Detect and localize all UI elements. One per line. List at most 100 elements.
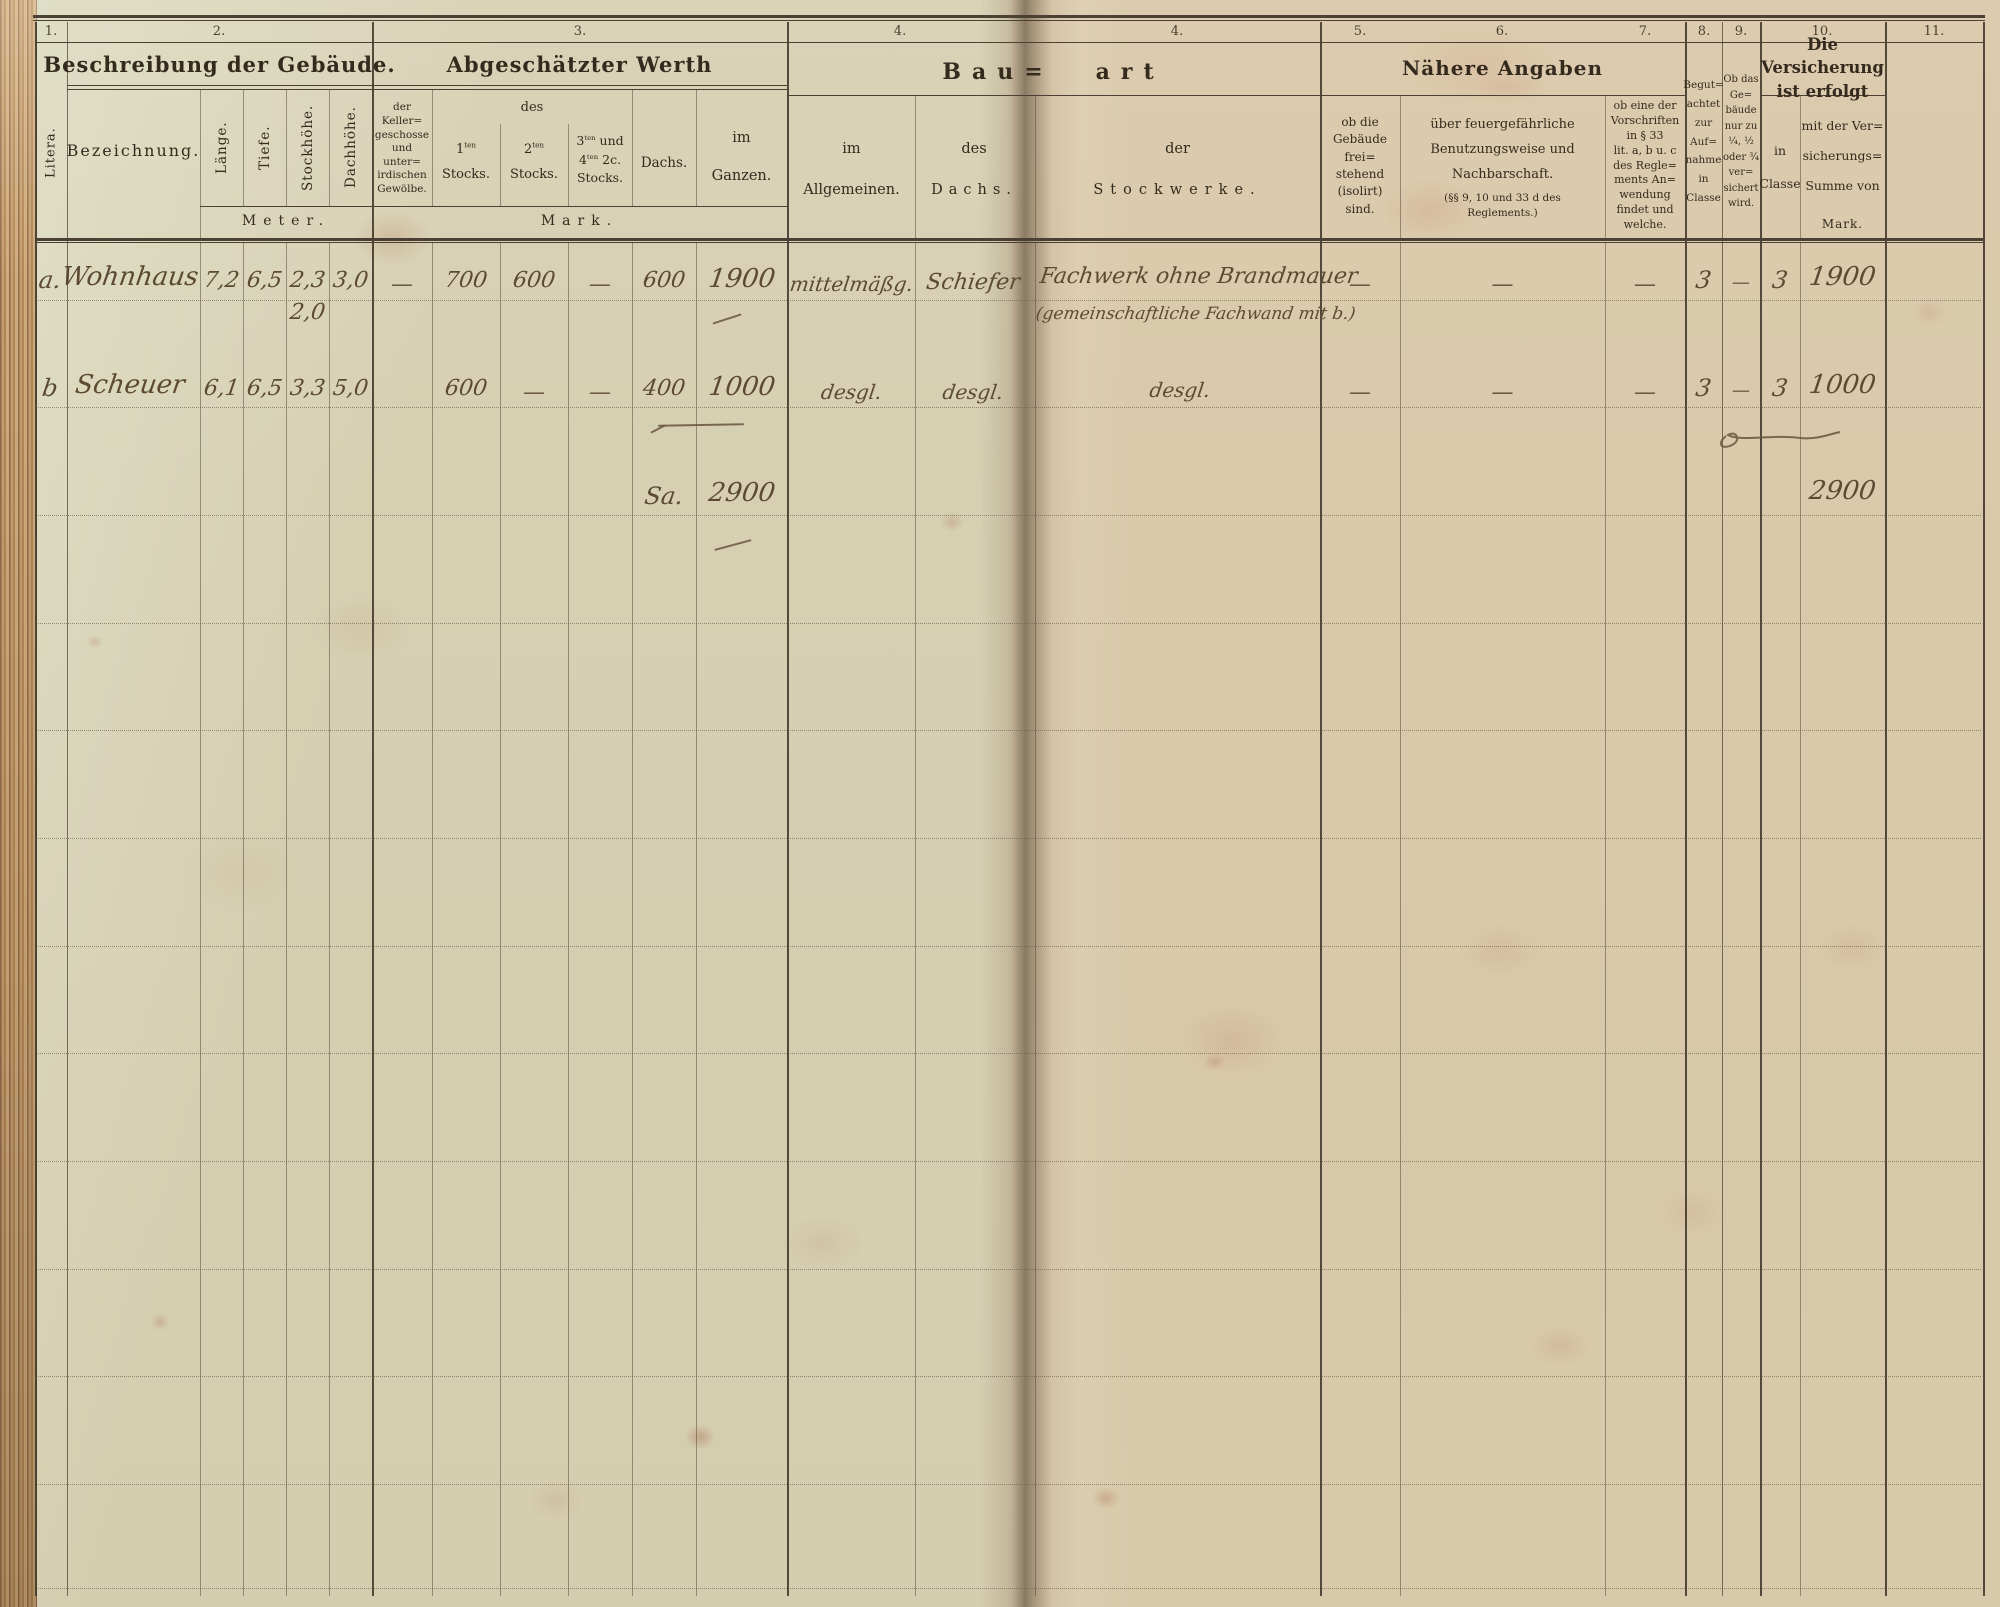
col-number-6: 6. xyxy=(1495,24,1509,39)
grid-vline xyxy=(1400,96,1401,238)
grid-vline xyxy=(1400,242,1401,1596)
grid-vline xyxy=(329,242,330,1596)
header-bauart-allgemeinen-line1: im xyxy=(842,141,861,158)
header-stock34-sup2: ten xyxy=(586,152,599,161)
entry-a-keller-dash: — xyxy=(389,272,415,297)
header-classe: in Classe xyxy=(1759,120,1800,215)
grid-vline xyxy=(200,242,201,1596)
header-feuergefahr: über feuergefährliche Benutzungsweise un… xyxy=(1400,104,1605,230)
header-stock2-ordinal: 2ten xyxy=(524,138,544,163)
grid-vline xyxy=(35,22,37,1596)
header-summe-mark: Mark. xyxy=(1821,217,1864,231)
entry-a-begutachtet: 3 xyxy=(1693,266,1714,294)
entry-a-summe: 1900 xyxy=(1807,262,1878,292)
grid-vline xyxy=(568,124,569,206)
entry-a-bauart-stockwerke: Fachwerk ohne Brandmauer xyxy=(1038,264,1360,289)
grid-vline xyxy=(1605,242,1606,1596)
grid-hline xyxy=(787,95,1320,96)
col-number-11: 11. xyxy=(1923,24,1945,39)
header-stock1-word: Stocks. xyxy=(442,167,490,182)
header-unit-meter: Meter. xyxy=(241,213,331,229)
header-vorschriften-line: welche. xyxy=(1623,217,1667,231)
header-bauart-title-right: art xyxy=(1095,59,1165,85)
header-kellergeschosse-line: geschosse xyxy=(374,128,430,141)
entry-a-ganzen: 1900 xyxy=(706,264,778,294)
header-freistehend-line: ob die xyxy=(1341,114,1379,129)
header-summe-line1: mit der Ver= xyxy=(1801,118,1884,133)
entry-a-tiefe: 6,5 xyxy=(245,268,284,293)
writing-baseline xyxy=(38,730,1981,731)
writing-baseline xyxy=(38,1484,1981,1485)
flourish-under-b-summe xyxy=(1719,431,1841,448)
grid-hline xyxy=(33,20,1985,21)
header-stock1-ordinal: 1ten xyxy=(456,138,476,163)
grid-vline xyxy=(286,242,287,1596)
entry-a-dachhoehe: 3,0 xyxy=(331,268,370,293)
grid-vline xyxy=(632,90,633,206)
entry-a-stock34-dash: — xyxy=(587,272,613,297)
header-kellergeschosse: der Keller= geschosse und unter= irdisch… xyxy=(374,96,430,202)
binding-fold-shadow xyxy=(980,0,1080,1607)
right-page-paper xyxy=(1010,0,2000,1607)
entry-b-begutachtet: 3 xyxy=(1693,374,1714,402)
grid-vline xyxy=(1320,22,1322,1596)
header-begutachtet-line: Classe xyxy=(1686,192,1721,205)
header-stock2-word: Stocks. xyxy=(510,167,558,182)
header-stock1-num: 1 xyxy=(456,142,465,158)
grid-vline xyxy=(372,22,374,1596)
header-feuergefahr-ref2: Reglements.) xyxy=(1467,207,1538,220)
grid-hline xyxy=(1320,95,1685,96)
header-anteil-line: nur zu xyxy=(1724,120,1758,132)
header-bauart-stockwerke-line1: der xyxy=(1165,141,1190,158)
header-dachs: Dachs. xyxy=(640,155,688,171)
grid-hline xyxy=(67,89,787,90)
header-begutachtet-line: in xyxy=(1698,173,1709,186)
entry-a-stockhoehe: 2,3 xyxy=(288,268,327,293)
entry-a-anteil-dash: — xyxy=(1730,272,1752,293)
grid-vline xyxy=(500,124,501,206)
header-naehere-angaben-title: Nähere Angaben xyxy=(1402,56,1603,80)
grid-vline xyxy=(696,242,697,1596)
writing-baseline xyxy=(38,1053,1981,1054)
total-label-sa: Sa. xyxy=(642,482,686,510)
header-bezeichnung: Bezeichnung. xyxy=(66,140,201,160)
header-bauart-allgemeinen-line2: Allgemeinen. xyxy=(803,182,900,198)
header-stock1-sup: ten xyxy=(464,140,476,150)
grid-hline xyxy=(200,206,787,207)
grid-vline xyxy=(200,90,201,238)
header-kellergeschosse-line: der Keller= xyxy=(381,101,423,127)
header-stock2: 2ten Stocks. xyxy=(500,122,568,204)
header-kellergeschosse-line: Gewölbe. xyxy=(377,183,427,196)
header-vorschriften-line: lit. a, b u. c xyxy=(1613,143,1677,157)
header-stock34-und: und xyxy=(595,132,624,148)
col-number-10: 10. xyxy=(1811,24,1833,39)
grid-vline xyxy=(67,22,68,1596)
book-edge-texture xyxy=(0,0,37,1607)
grid-vline xyxy=(1885,22,1887,1596)
col-number-9: 9. xyxy=(1734,24,1748,39)
grid-vline xyxy=(915,242,916,1596)
writing-baseline xyxy=(38,407,1981,408)
grid-vline xyxy=(329,90,330,206)
header-bauart-dach-line2: Dachs. xyxy=(931,182,1017,198)
header-im-ganzen-line2: Ganzen. xyxy=(711,168,772,184)
entry-b-freistehend-dash: — xyxy=(1347,380,1373,405)
left-page-paper xyxy=(37,0,1010,1607)
header-bauart-title-left: Bau= xyxy=(942,59,1054,85)
header-anteil-line: wird. xyxy=(1727,198,1755,210)
header-im-ganzen-line1: im xyxy=(732,130,751,147)
header-bauart-dach: des Dachs. xyxy=(915,125,1033,215)
entry-b-dachs: 400 xyxy=(641,376,687,401)
header-feuergefahr-line: Benutzungsweise und xyxy=(1430,141,1575,157)
col-number-2: 2. xyxy=(212,24,226,39)
header-anteil-line: Ge= xyxy=(1729,89,1753,101)
grid-hline xyxy=(35,42,1983,43)
writing-baseline xyxy=(38,623,1981,624)
grid-hline xyxy=(67,85,787,86)
header-vorschriften-line: in § 33 xyxy=(1626,128,1664,142)
header-anteil-line: sichert xyxy=(1723,182,1759,194)
entry-a-bauart-dach: Schiefer xyxy=(924,270,1022,295)
header-bauart-title: Bau= art xyxy=(787,52,1320,92)
writing-baseline xyxy=(38,1376,1981,1377)
writing-baseline xyxy=(38,946,1981,947)
